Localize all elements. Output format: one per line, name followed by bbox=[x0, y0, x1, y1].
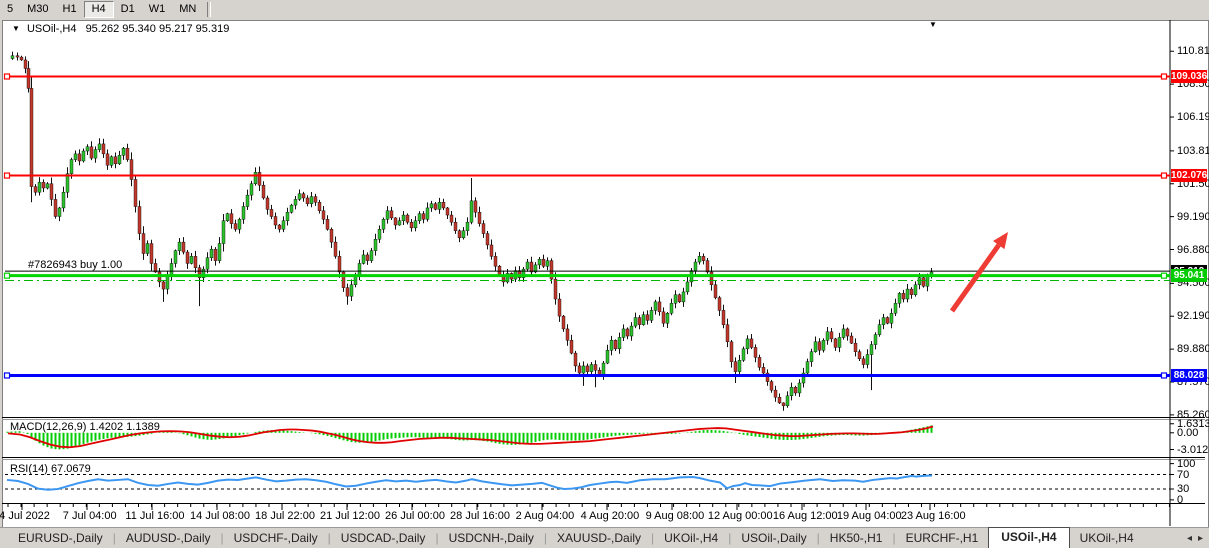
price-badge: 88.028 bbox=[1171, 368, 1207, 382]
tab-scroll-left-icon[interactable]: ◂ bbox=[1186, 533, 1192, 544]
chart-canvas[interactable] bbox=[2, 20, 1207, 526]
rsi-axis-tick: 30 bbox=[1177, 483, 1190, 495]
time-axis-label: 28 Jul 16:00 bbox=[450, 510, 510, 522]
macd-axis-tick: 1.6313 bbox=[1177, 417, 1209, 430]
price-badge: 95.041 bbox=[1171, 269, 1207, 283]
time-axis-label: 14 Jul 08:00 bbox=[190, 510, 250, 522]
chart-tab-bar: EURUSD-,Daily | AUDUSD-,Daily | USDCHF-,Dail… bbox=[0, 527, 1209, 548]
tab-separator: | bbox=[220, 531, 224, 545]
timeframe-button-m30[interactable]: M30 bbox=[27, 3, 49, 15]
time-axis-label: 16 Aug 12:00 bbox=[772, 510, 838, 522]
tab-separator: | bbox=[892, 531, 896, 545]
chart-tab-usoil-daily[interactable]: USOil-,Daily bbox=[741, 531, 807, 545]
tab-separator: | bbox=[327, 531, 331, 545]
time-axis-label: 21 Jul 12:00 bbox=[320, 510, 380, 522]
price-axis-tick: 99.190 bbox=[1177, 210, 1209, 223]
chart-tab-eurchf-h1[interactable]: EURCHF-,H1 bbox=[905, 531, 979, 545]
tab-scroll-controls: ◂ ▸ bbox=[1187, 533, 1209, 548]
price-axis-tick: 103.810 bbox=[1177, 144, 1209, 157]
time-axis-label: 4 Jul 2022 bbox=[0, 510, 50, 522]
timeframe-button-5[interactable]: 5 bbox=[7, 3, 14, 15]
rsi-axis-tick: 70 bbox=[1177, 468, 1190, 481]
chart-tab-ukoil-h4[interactable]: UKOil-,H4 bbox=[1079, 531, 1134, 545]
chart-tab-xauusd-daily[interactable]: XAUUSD-,Daily bbox=[557, 531, 642, 545]
chart-tab-usdcad-daily[interactable]: USDCAD-,Daily bbox=[340, 531, 426, 545]
chart-tab-hk50-h1[interactable]: HK50-,H1 bbox=[829, 531, 883, 545]
chart-shift-marker-icon: ▼ bbox=[929, 20, 937, 29]
price-axis-tick: 96.880 bbox=[1177, 243, 1209, 256]
price-axis-tick: 92.190 bbox=[1177, 310, 1209, 323]
chart-tab-audusd-daily[interactable]: AUDUSD-,Daily bbox=[125, 531, 211, 545]
time-axis-label: 4 Aug 20:00 bbox=[580, 510, 640, 522]
price-axis-tick: 85.260 bbox=[1177, 408, 1209, 421]
chart-tab-ukoil-h4[interactable]: UKOil-,H4 bbox=[664, 531, 719, 545]
time-axis-label: 18 Jul 22:00 bbox=[255, 510, 315, 522]
time-axis-label: 7 Jul 04:00 bbox=[62, 510, 117, 522]
time-axis-label: 26 Jul 00:00 bbox=[385, 510, 445, 522]
chart-title: ▼ USOil-,H4 95.262 95.340 95.217 95.319 bbox=[12, 23, 229, 35]
timeframe-toolbar: 5 M30 H1 H4 D1 W1 MN bbox=[0, 0, 1209, 19]
chart-tab-eurusd-daily[interactable]: EURUSD-,Daily bbox=[18, 531, 103, 545]
tab-separator: | bbox=[435, 531, 439, 545]
macd-axis-tick: -3.0128 bbox=[1177, 443, 1209, 456]
time-axis-label: 12 Aug 00:00 bbox=[707, 510, 773, 522]
rsi-indicator-label: RSI(14) 67.0679 bbox=[10, 463, 91, 475]
timeframe-button-h1[interactable]: H1 bbox=[62, 3, 77, 15]
tab-scroll-right-icon[interactable]: ▸ bbox=[1197, 533, 1203, 544]
price-axis-tick: 106.190 bbox=[1177, 111, 1209, 123]
time-axis-label: 19 Aug 04:00 bbox=[836, 510, 902, 522]
timeframe-button-mn[interactable]: MN bbox=[179, 3, 197, 15]
chart-tab-usoil-h4[interactable]: USOil-,H4 bbox=[988, 527, 1070, 548]
rsi-axis-tick: 0 bbox=[1177, 493, 1184, 506]
chart-title-symbol: USOil-,H4 bbox=[26, 23, 77, 35]
tab-separator: | bbox=[112, 531, 116, 545]
time-axis-label: 11 Jul 16:00 bbox=[125, 510, 185, 522]
time-axis-label: 23 Aug 16:00 bbox=[900, 510, 966, 522]
chart-tab-usdcnh-daily[interactable]: USDCNH-,Daily bbox=[448, 531, 534, 545]
macd-axis-tick: 0.00 bbox=[1177, 426, 1199, 439]
rsi-axis-tick: 100 bbox=[1177, 457, 1196, 470]
tab-separator: | bbox=[651, 531, 655, 545]
toolbar-separator bbox=[207, 2, 212, 17]
chart-tab-usdchf-daily[interactable]: USDCHF-,Daily bbox=[233, 531, 318, 545]
chart-dropdown-icon[interactable]: ▼ bbox=[12, 24, 20, 33]
price-axis-tick: 89.880 bbox=[1177, 343, 1209, 356]
price-axis-tick: 110.810 bbox=[1177, 45, 1209, 58]
time-axis-label: 2 Aug 04:00 bbox=[515, 510, 575, 522]
timeframe-button-d1[interactable]: D1 bbox=[120, 3, 135, 15]
position-line-label: #7826943 buy 1.00 bbox=[28, 259, 123, 271]
tab-separator: | bbox=[728, 531, 732, 545]
tab-separator: | bbox=[543, 531, 548, 545]
chart-title-ohlc: 95.262 95.340 95.217 95.319 bbox=[85, 23, 230, 35]
price-badge: 102.076 bbox=[1171, 169, 1208, 183]
timeframe-button-h4[interactable]: H4 bbox=[83, 1, 114, 18]
timeframe-button-w1[interactable]: W1 bbox=[148, 3, 166, 15]
time-axis-label: 9 Aug 08:00 bbox=[645, 510, 705, 522]
tab-separator: | bbox=[816, 531, 820, 545]
macd-indicator-label: MACD(12,26,9) 1.4202 1.1389 bbox=[10, 421, 160, 433]
price-badge: 109.036 bbox=[1171, 70, 1208, 83]
